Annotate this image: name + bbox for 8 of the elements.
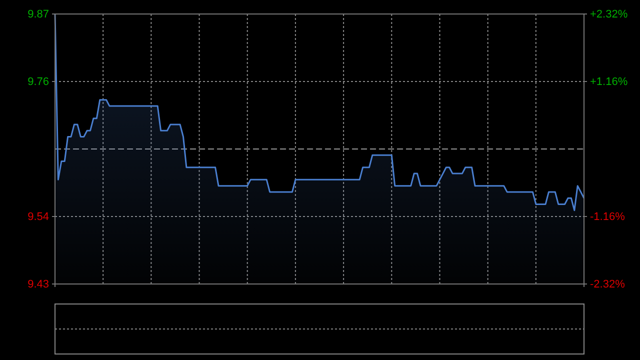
y2-tick-label: +2.32%	[590, 8, 628, 21]
y-tick-label: 9.54	[28, 211, 49, 224]
y-tick-label: 9.87	[28, 8, 49, 21]
y-tick-label: 9.43	[28, 278, 49, 291]
y2-tick-label: -1.16%	[590, 211, 626, 224]
y-tick-label: 9.76	[28, 76, 49, 88]
y2-tick-label: +1.16%	[590, 76, 628, 88]
y2-tick-label: -2.32%	[590, 278, 626, 291]
